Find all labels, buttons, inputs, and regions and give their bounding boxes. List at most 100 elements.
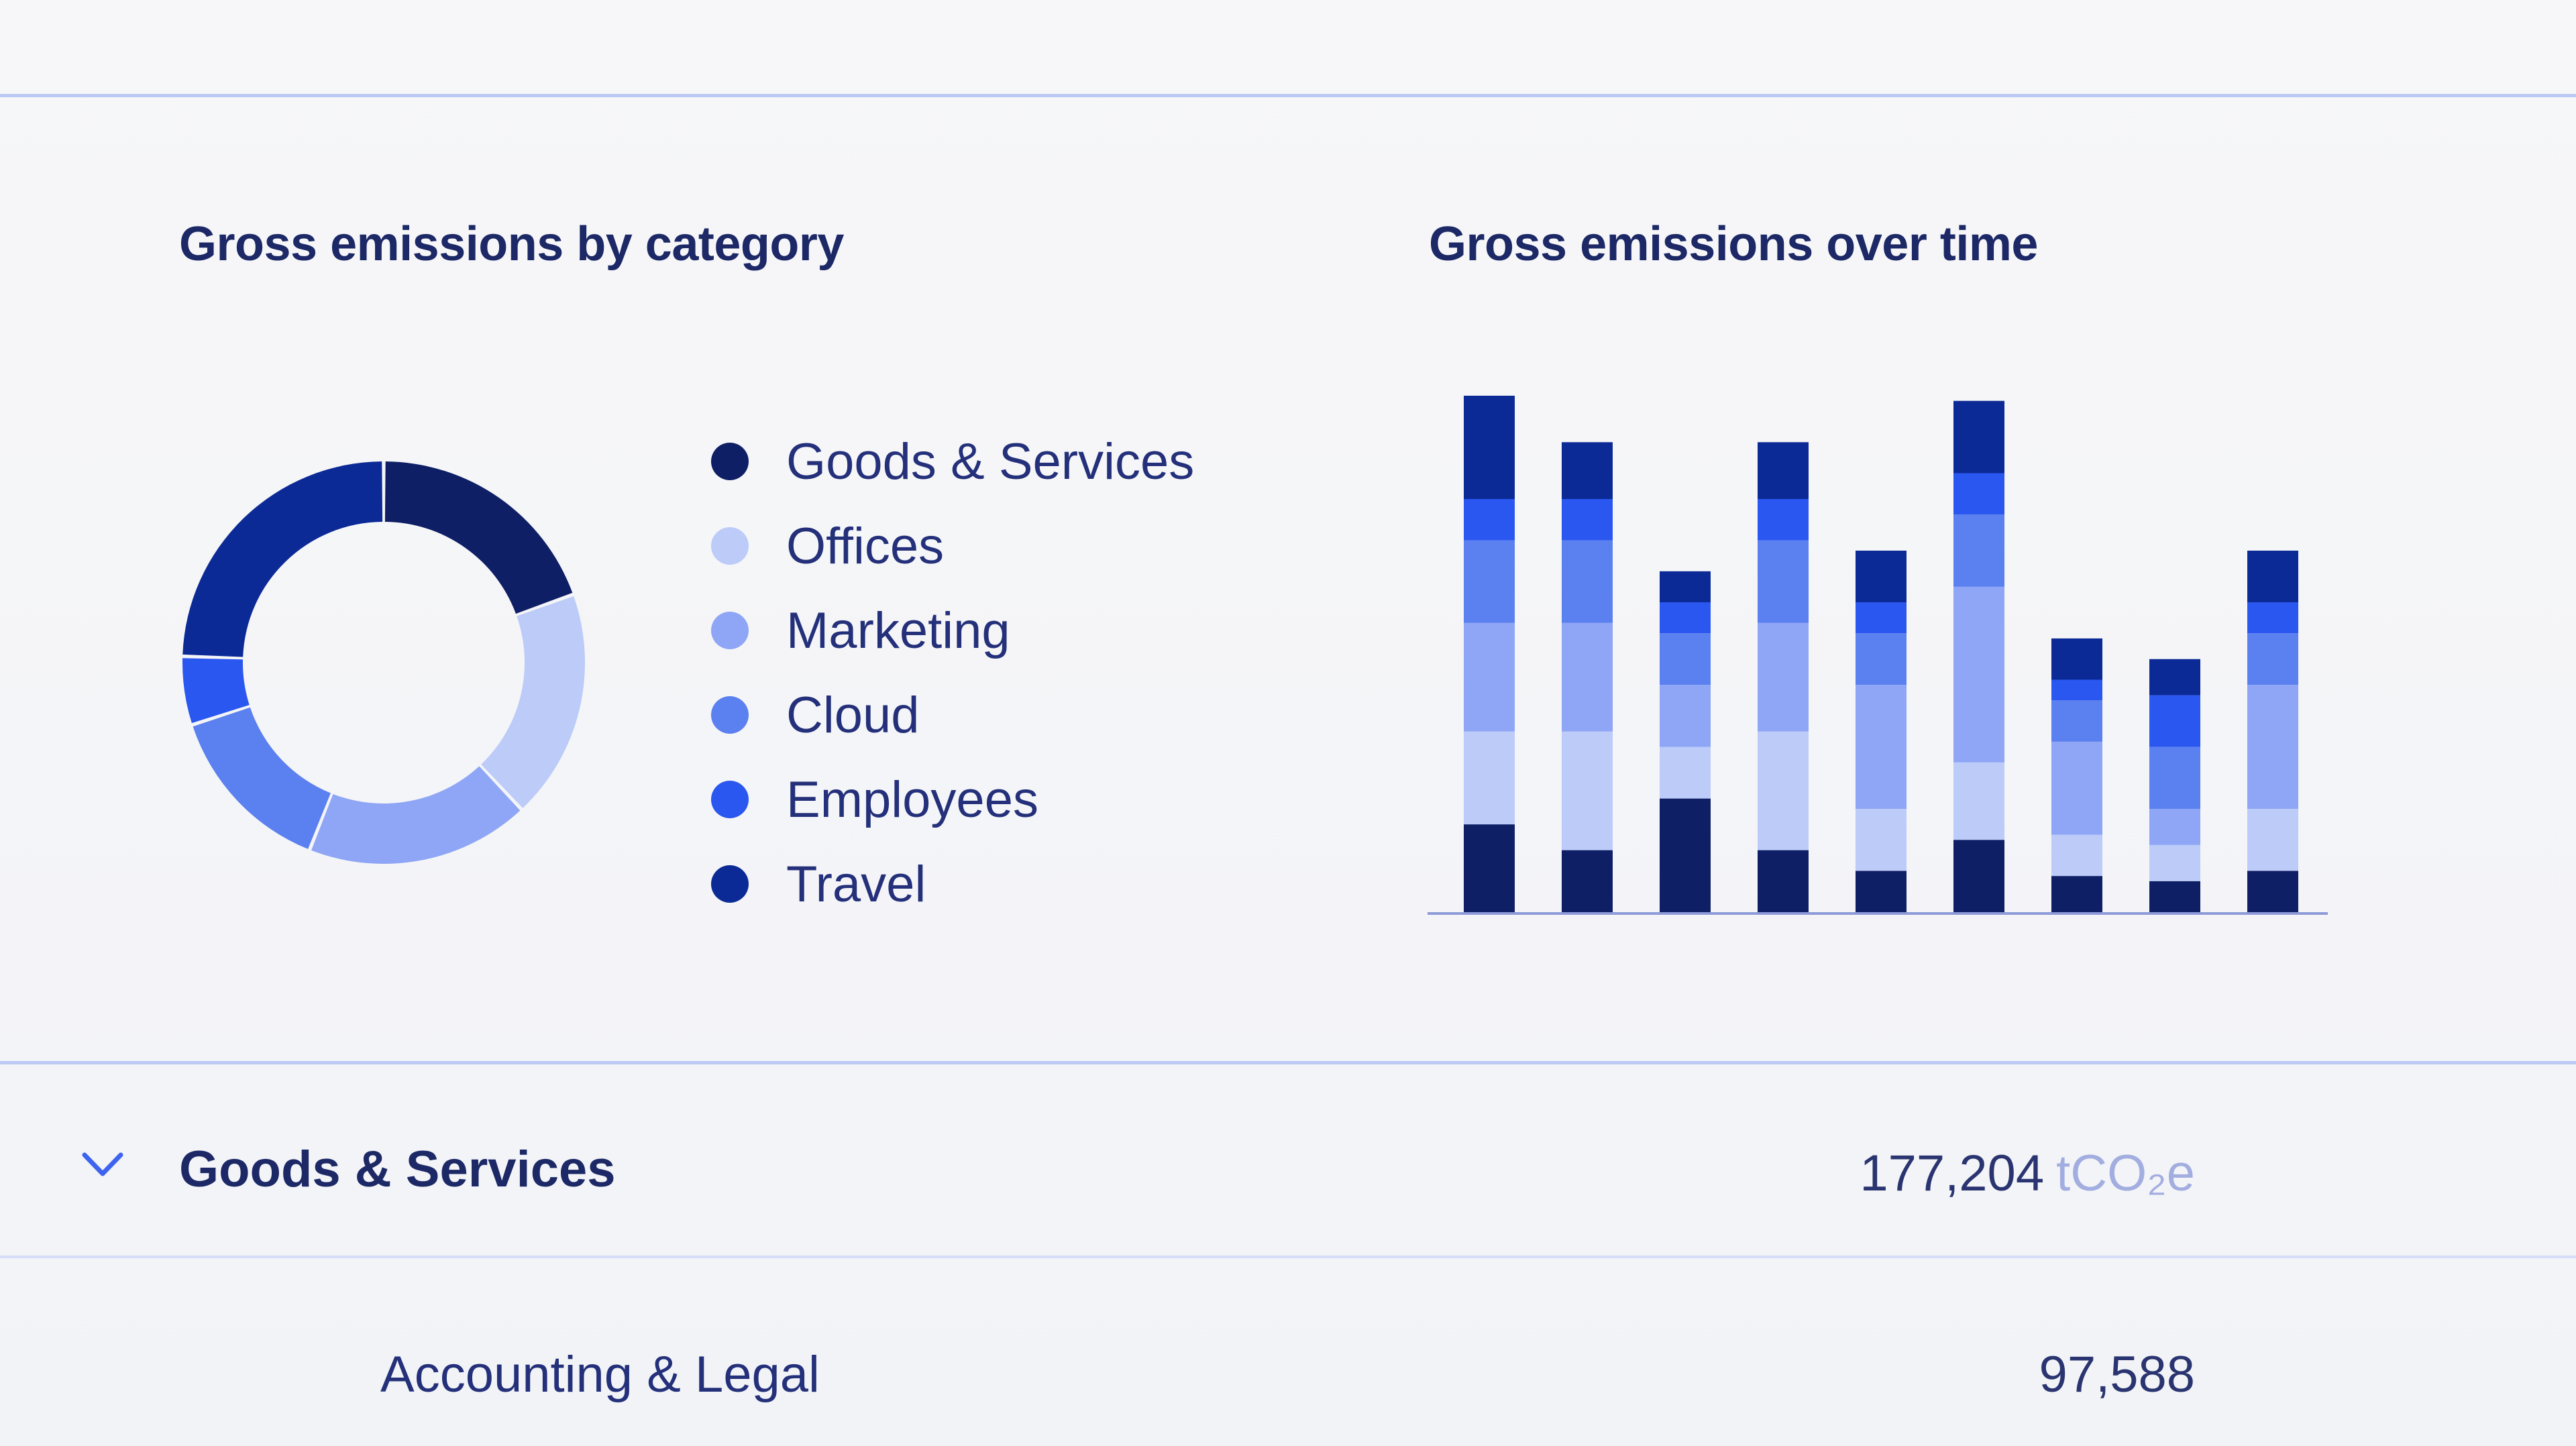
category-row-value: 177,204 tCO₂e xyxy=(1860,1144,2195,1203)
donut-slice xyxy=(182,461,383,657)
bar-segment xyxy=(1856,685,1907,809)
bar-segment xyxy=(2149,746,2200,809)
section-divider xyxy=(0,1061,2576,1064)
bar-segment xyxy=(1562,442,1613,499)
legend-item: Travel xyxy=(711,842,1194,926)
bar-segment xyxy=(1953,514,2004,587)
legend-item: Cloud xyxy=(711,673,1194,757)
bar-stack xyxy=(2247,551,2298,912)
bar-segment xyxy=(1758,442,1809,499)
donut-legend: Goods & Services Offices Marketing Cloud Emp… xyxy=(711,419,1194,926)
bar-segment xyxy=(2051,700,2102,742)
bar-segment xyxy=(1464,540,1515,623)
category-row-unit: tCO₂e xyxy=(2056,1145,2195,1202)
bar-segment xyxy=(1660,746,1711,799)
legend-swatch xyxy=(711,781,749,818)
bar-segment xyxy=(1660,602,1711,634)
legend-swatch xyxy=(711,612,749,649)
legend-swatch xyxy=(711,443,749,480)
legend-label: Travel xyxy=(786,855,926,913)
subcategory-row-value: 97,588 xyxy=(2039,1346,2195,1403)
legend-swatch xyxy=(711,696,749,734)
bar-stack xyxy=(1562,442,1613,912)
bar-segment xyxy=(2051,741,2102,835)
donut-slice xyxy=(384,461,573,614)
donut-slice xyxy=(193,707,331,849)
legend-label: Goods & Services xyxy=(786,433,1195,490)
bar-segment xyxy=(1953,840,2004,912)
legend-label: Cloud xyxy=(786,686,920,744)
donut-chart xyxy=(182,461,586,864)
bar-segment xyxy=(1758,622,1809,732)
bar-segment xyxy=(1562,850,1613,912)
bar-segment xyxy=(1562,731,1613,850)
bar-segment xyxy=(1856,871,1907,912)
donut-slice xyxy=(311,766,521,864)
bar-segment xyxy=(1758,850,1809,912)
bar-segment xyxy=(2051,679,2102,701)
bar-segment xyxy=(2149,659,2200,696)
bar-segment xyxy=(2051,638,2102,680)
bar-stack xyxy=(2051,638,2102,912)
bar-segment xyxy=(2149,881,2200,912)
bar-segment xyxy=(2247,871,2298,912)
bar-stack xyxy=(2149,659,2200,912)
bar-segment xyxy=(2149,695,2200,747)
bar-segment xyxy=(1660,633,1711,685)
bar-segment xyxy=(1856,602,1907,634)
bar-segment xyxy=(1660,685,1711,747)
bar-segment xyxy=(2051,834,2102,877)
legend-label: Offices xyxy=(786,517,945,575)
bar-segment xyxy=(2247,602,2298,634)
bar-segment xyxy=(1856,633,1907,685)
bar-segment xyxy=(1953,762,2004,840)
legend-item: Marketing xyxy=(711,588,1194,673)
bar-segment xyxy=(2247,551,2298,602)
bar-segment xyxy=(1953,586,2004,763)
bar-segment xyxy=(1562,622,1613,732)
chevron-down-icon[interactable] xyxy=(79,1148,126,1182)
category-row-title[interactable]: Goods & Services xyxy=(179,1141,616,1198)
donut-slice xyxy=(481,596,586,808)
bar-segment xyxy=(1562,499,1613,541)
bar-segment xyxy=(2051,876,2102,912)
bar-segment xyxy=(2247,809,2298,871)
legend-item: Employees xyxy=(711,757,1194,842)
bar-segment xyxy=(1953,400,2004,474)
bar-segment xyxy=(2247,633,2298,685)
donut-slice xyxy=(182,658,250,724)
bar-segment xyxy=(1758,540,1809,623)
subcategory-row-title[interactable]: Accounting & Legal xyxy=(380,1346,820,1403)
bar-segment xyxy=(1562,540,1613,623)
bar-segment xyxy=(1464,824,1515,912)
bar-segment xyxy=(1464,499,1515,541)
legend-label: Marketing xyxy=(786,602,1010,659)
row-divider xyxy=(0,1256,2576,1258)
bar-segment xyxy=(1660,571,1711,602)
donut-chart-title: Gross emissions by category xyxy=(179,217,844,271)
bar-segment xyxy=(2149,809,2200,845)
bar-segment xyxy=(1464,396,1515,499)
bar-stack xyxy=(1464,396,1515,912)
bar-segment xyxy=(2149,844,2200,881)
bar-segment xyxy=(1758,499,1809,541)
bar-stack xyxy=(1660,571,1711,912)
bar-stack xyxy=(1758,442,1809,912)
bar-segment xyxy=(1758,731,1809,850)
bar-segment xyxy=(1464,622,1515,732)
bar-stack xyxy=(1953,400,2004,912)
stacked-bar-chart xyxy=(1428,396,2328,915)
bar-segment xyxy=(1464,731,1515,825)
legend-swatch xyxy=(711,527,749,565)
legend-label: Employees xyxy=(786,771,1038,828)
bar-segment xyxy=(1856,809,1907,871)
top-divider xyxy=(0,94,2576,97)
bar-segment xyxy=(1856,551,1907,602)
bar-stack xyxy=(1856,551,1907,912)
bar-segment xyxy=(1660,798,1711,912)
bar-segment xyxy=(1953,473,2004,515)
legend-item: Goods & Services xyxy=(711,419,1194,504)
bar-chart-title: Gross emissions over time xyxy=(1429,217,2038,271)
category-row-amount: 177,204 xyxy=(1860,1145,2045,1202)
legend-swatch xyxy=(711,865,749,903)
